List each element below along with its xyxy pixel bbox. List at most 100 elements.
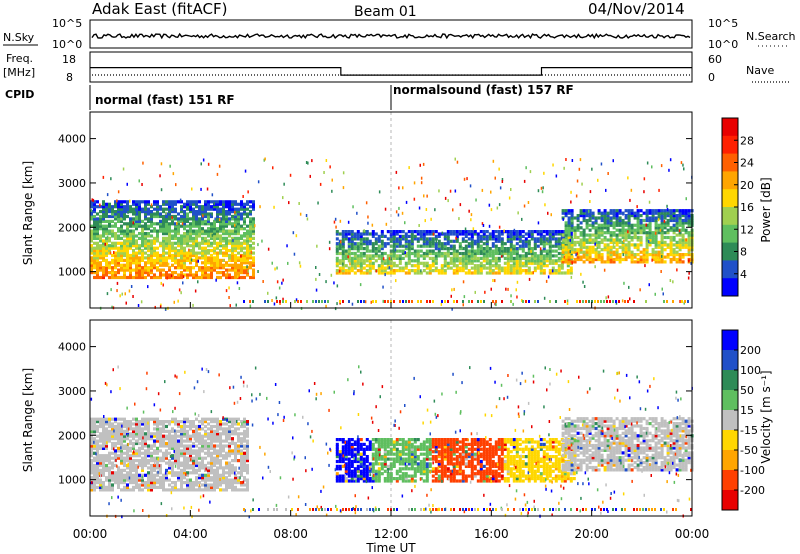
data-cell: [117, 251, 120, 255]
data-cell: [636, 218, 640, 223]
data-cell: [93, 232, 96, 236]
data-cell: [666, 218, 670, 223]
data-cell: [114, 205, 117, 209]
data-cell: [231, 266, 234, 270]
ground-cell: [357, 300, 359, 303]
data-cell: [570, 211, 574, 215]
data-cell: [111, 437, 114, 441]
data-cell: [630, 260, 634, 264]
data-cell: [222, 222, 225, 226]
data-cell: [180, 476, 183, 480]
scatter-cell: [605, 296, 607, 300]
data-cell: [153, 263, 156, 267]
data-cell: [564, 255, 568, 259]
data-cell: [606, 228, 610, 232]
data-cell: [156, 210, 159, 214]
data-cell: [210, 200, 213, 204]
scatter-cell: [490, 287, 492, 291]
data-cell: [542, 237, 546, 241]
scatter-cell: [413, 181, 416, 185]
data-cell: [135, 246, 138, 250]
data-cell: [642, 260, 646, 264]
data-cell: [524, 271, 528, 275]
scatter-cell: [498, 225, 501, 229]
data-cell: [530, 271, 534, 275]
data-cell: [539, 251, 543, 256]
data-cell: [126, 214, 129, 219]
data-cell: [588, 253, 592, 257]
data-cell: [195, 217, 198, 221]
data-cell: [482, 264, 486, 268]
data-cell: [630, 226, 634, 230]
data-cell: [141, 488, 144, 492]
data-cell: [416, 269, 420, 273]
data-cell: [216, 217, 219, 221]
data-cell: [545, 264, 549, 268]
data-cell: [246, 202, 249, 206]
data-cell: [503, 242, 507, 246]
data-cell: [437, 232, 441, 236]
data-cell: [636, 221, 640, 225]
data-cell: [476, 271, 480, 275]
data-cell: [138, 451, 141, 455]
data-cell: [648, 233, 652, 237]
data-cell: [246, 246, 249, 250]
data-cell: [410, 234, 414, 238]
data-cell: [437, 239, 441, 243]
data-cell: [186, 232, 189, 236]
date-title: 04/Nov/2014: [588, 0, 685, 18]
data-cell: [243, 446, 246, 450]
data-cell: [246, 229, 249, 233]
data-cell: [117, 241, 120, 245]
data-cell: [624, 233, 628, 237]
data-cell: [216, 253, 219, 258]
data-cell: [597, 245, 601, 249]
data-cell: [186, 471, 189, 475]
data-cell: [621, 243, 625, 247]
data-cell: [144, 424, 147, 429]
data-cell: [189, 236, 192, 240]
data-cell: [93, 437, 96, 441]
data-cell: [624, 216, 628, 220]
scatter-cell: [565, 158, 567, 161]
data-cell: [651, 214, 655, 218]
data-cell: [524, 251, 528, 256]
data-cell: [506, 264, 510, 268]
data-cell: [249, 205, 252, 209]
ground-cell: [441, 300, 443, 303]
scatter-cell: [184, 212, 186, 216]
data-cell: [225, 202, 228, 206]
data-cell: [461, 232, 465, 236]
data-cell: [126, 256, 129, 260]
data-cell: [117, 261, 120, 265]
data-cell: [183, 239, 186, 243]
data-cell: [672, 243, 676, 247]
data-cell: [470, 234, 474, 238]
data-cell: [606, 216, 610, 220]
data-cell: [512, 237, 516, 241]
data-cell: [630, 250, 634, 254]
data-cell: [237, 471, 240, 475]
ground-cell: [456, 300, 458, 303]
data-cell: [395, 244, 399, 248]
scatter-cell: [583, 285, 586, 288]
data-cell: [518, 239, 522, 243]
data-cell: [216, 234, 219, 238]
data-cell: [231, 429, 234, 433]
data-cell: [509, 239, 513, 243]
scatter-cell: [319, 182, 322, 186]
data-cell: [129, 205, 132, 209]
data-cell: [213, 258, 216, 262]
data-cell: [117, 427, 120, 431]
data-cell: [341, 474, 345, 478]
data-cell: [434, 256, 438, 260]
data-cell: [183, 249, 186, 253]
data-cell: [198, 244, 201, 248]
data-cell: [678, 240, 682, 244]
data-cell: [425, 232, 429, 236]
data-cell: [150, 219, 153, 223]
data-cell: [168, 207, 171, 211]
data-cell: [111, 212, 114, 216]
data-cell: [228, 275, 231, 280]
data-cell: [491, 256, 495, 260]
